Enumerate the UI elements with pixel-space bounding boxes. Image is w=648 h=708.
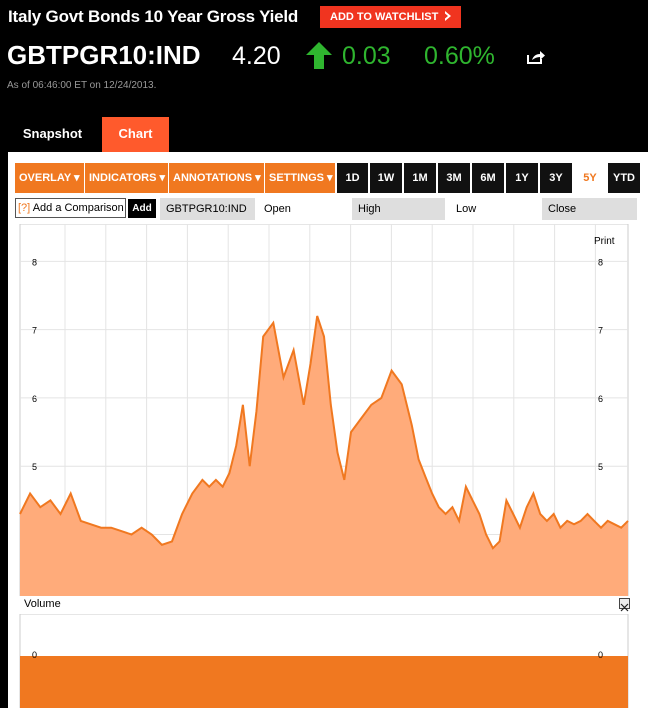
- range-3y[interactable]: 3Y: [540, 163, 572, 193]
- y-tick-label-right: 5: [598, 462, 603, 472]
- overlay-menu[interactable]: OVERLAY ▾: [15, 163, 84, 193]
- range-1d[interactable]: 1D: [337, 163, 368, 193]
- volume-label: Volume: [24, 598, 61, 610]
- volume-zero-left: 0: [32, 650, 37, 660]
- chevron-right-icon: [441, 11, 452, 23]
- close-icon[interactable]: [619, 598, 630, 612]
- range-3m[interactable]: 3M: [438, 163, 470, 193]
- page-title: Italy Govt Bonds 10 Year Gross Yield: [8, 7, 299, 26]
- low-field: Low: [456, 203, 477, 215]
- y-tick-label-left: 8: [32, 257, 37, 267]
- yield-area: [20, 316, 628, 596]
- chart-toolbar: OVERLAY ▾ INDICATORS ▾ ANNOTATIONS ▾ SET…: [15, 163, 648, 193]
- range-1y[interactable]: 1Y: [506, 163, 538, 193]
- annotations-menu[interactable]: ANNOTATIONS ▾: [169, 163, 264, 193]
- add-comparison-button[interactable]: Add: [128, 199, 156, 218]
- y-tick-label-left: 6: [32, 394, 37, 404]
- y-tick-label-right: 8: [598, 257, 603, 267]
- indicators-menu[interactable]: INDICATORS ▾: [85, 163, 168, 193]
- range-6m[interactable]: 6M: [472, 163, 504, 193]
- range-ytd[interactable]: YTD: [608, 163, 640, 193]
- open-field: Open: [264, 203, 291, 215]
- comparison-placeholder: Add a Comparison: [32, 202, 124, 214]
- close-field: Close: [542, 198, 637, 220]
- watchlist-label: ADD TO WATCHLIST: [330, 11, 439, 23]
- tab-chart[interactable]: Chart: [102, 117, 169, 152]
- range-1w[interactable]: 1W: [370, 163, 402, 193]
- range-5y[interactable]: 5Y: [574, 163, 606, 193]
- volume-bar: [20, 656, 628, 708]
- range-1m[interactable]: 1M: [404, 163, 436, 193]
- percent-change: 0.60%: [424, 42, 495, 70]
- volume-header: Volume: [8, 596, 648, 614]
- price-change: 0.03: [342, 42, 391, 70]
- as-of-timestamp: As of 06:46:00 ET on 12/24/2013.: [7, 80, 157, 91]
- quote-header: Italy Govt Bonds 10 Year Gross Yield ADD…: [0, 0, 648, 152]
- comparison-row: [?] Add a Comparison Add GBTPGR10:IND Op…: [15, 198, 645, 220]
- print-link[interactable]: Print: [594, 236, 615, 247]
- price-chart[interactable]: 4455667788PrintMAYSEP2010MAYSEP2011MAYSE…: [8, 224, 648, 596]
- up-arrow-icon: [306, 42, 332, 69]
- y-tick-label-right: 6: [598, 394, 603, 404]
- settings-menu[interactable]: SETTINGS ▾: [265, 163, 335, 193]
- high-field: High: [352, 198, 445, 220]
- tab-snapshot[interactable]: Snapshot: [7, 117, 98, 151]
- last-price: 4.20: [232, 42, 281, 70]
- volume-zero-right: 0: [598, 650, 603, 660]
- add-to-watchlist-button[interactable]: ADD TO WATCHLIST: [320, 6, 461, 28]
- chart-panel: OVERLAY ▾ INDICATORS ▾ ANNOTATIONS ▾ SET…: [8, 152, 648, 708]
- y-tick-label-right: 7: [598, 326, 603, 336]
- symbol-label: GBTPGR10:IND: [160, 198, 255, 220]
- y-tick-label-left: 7: [32, 326, 37, 336]
- ticker-symbol: GBTPGR10:IND: [7, 40, 201, 70]
- comparison-input[interactable]: [?] Add a Comparison: [15, 198, 126, 218]
- share-icon[interactable]: [527, 49, 545, 64]
- y-tick-label-left: 5: [32, 462, 37, 472]
- help-icon[interactable]: [?]: [18, 202, 31, 214]
- yield-line: [19, 315, 629, 550]
